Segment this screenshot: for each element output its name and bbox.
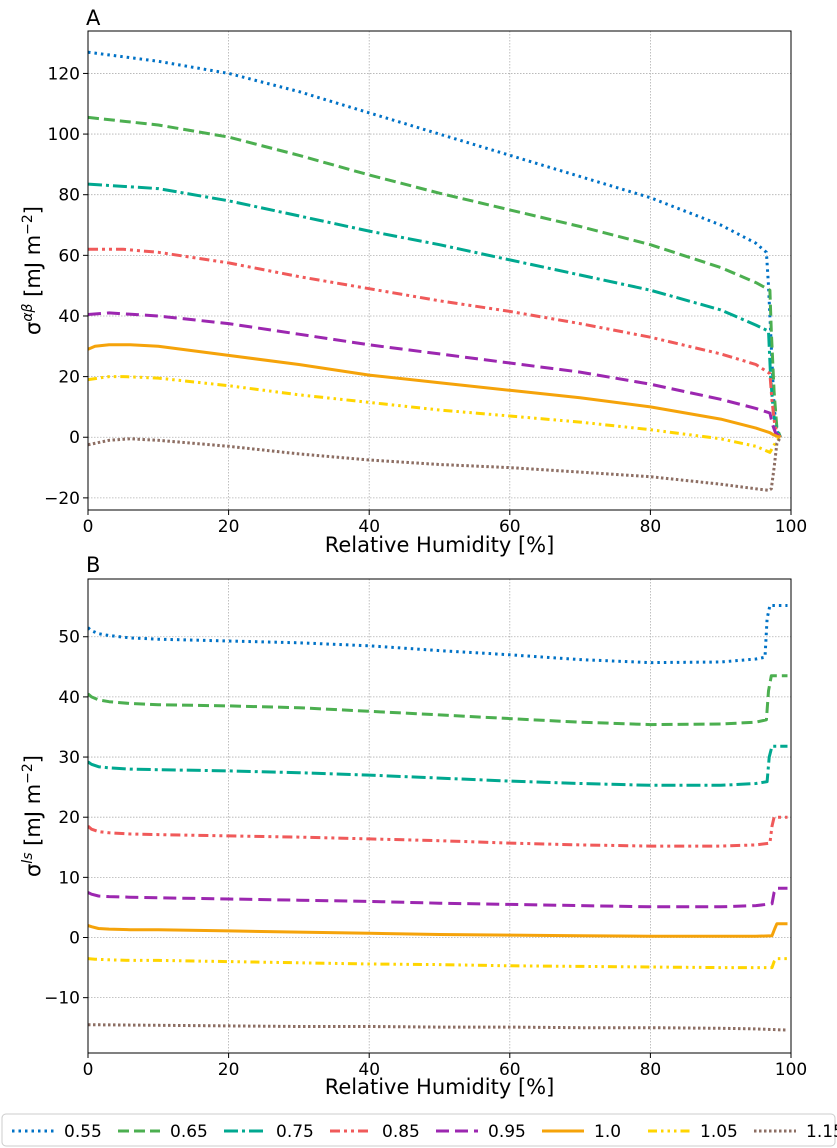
panel-b-grid: [87, 579, 792, 1053]
panel-a-series-1-05: [88, 375, 782, 454]
panel-a-series-0-95: [88, 311, 782, 439]
panel-a-x-tick-label: 20: [218, 517, 240, 537]
panel-a-frame: [87, 30, 792, 511]
panel-b-ticks: 0 20 40 60 80 100 −10 0 10 20 30 40 50: [44, 628, 807, 1080]
panel-b-x-tick-label: 0: [83, 1060, 94, 1080]
legend-entries: 0.55 0.65 0.75 0.85 0.95 1.0 1.05 1.15: [12, 1122, 837, 1142]
legend-frame: [1, 1113, 836, 1147]
panel-b-y-tick-label: 20: [58, 808, 80, 828]
panel-b-series-1-0: [88, 922, 788, 938]
panel-b-x-tick-label: 100: [775, 1060, 807, 1080]
panel-b-series-0-75: [88, 744, 788, 787]
panel-a-series-1-15: [88, 436, 782, 492]
panel-b-x-tick-label: 80: [640, 1060, 662, 1080]
panel-b-series-0-85: [88, 815, 788, 848]
panel-b-y-tick-label: −10: [44, 989, 80, 1009]
panel-a-y-tick-label: 0: [69, 428, 80, 448]
panel-b-x-tick-label: 20: [218, 1060, 240, 1080]
panel-a-x-tick-label: 40: [358, 517, 380, 537]
panel-b-y-axis-label: σls [mJ m−2]: [20, 755, 45, 877]
legend-label-0-95: 0.95: [488, 1122, 526, 1142]
panel-b-y-tick-label: 30: [58, 748, 80, 768]
panel-a-x-tick-label: 60: [499, 517, 521, 537]
panel-a-x-tick-label: 80: [640, 517, 662, 537]
panel-b-series-1-05: [88, 957, 788, 970]
panel-a-x-tick-label: 100: [775, 517, 807, 537]
panel-a-y-tick-label: 60: [58, 246, 80, 266]
panel-a-y-tick-label: −20: [44, 489, 80, 509]
panel-a-x-tick-label: 0: [83, 517, 94, 537]
legend-label-0-75: 0.75: [276, 1122, 314, 1142]
panel-b-series-1-15: [88, 1023, 788, 1032]
panel-b-series-0-65: [88, 674, 788, 727]
panel-a-series-0-85: [88, 247, 782, 439]
panel-a-y-tick-label: 120: [48, 64, 80, 84]
panel-b-series-0-55: [88, 604, 788, 665]
panel-b-y-tick-label: 50: [58, 628, 80, 648]
panel-b-x-axis-label: Relative Humidity [%]: [325, 1075, 555, 1099]
panel-b-y-tick-label: 10: [58, 868, 80, 888]
panel-b-y-tick-label: 0: [69, 929, 80, 949]
panel-a-series: [88, 50, 782, 492]
panel-b-title: B: [86, 553, 100, 577]
panel-a-series-0-75: [88, 182, 782, 438]
legend: 0.55 0.65 0.75 0.85 0.95 1.0 1.05 1.15: [1, 1113, 837, 1147]
panel-a-y-tick-label: 40: [58, 307, 80, 327]
legend-label-0-65: 0.65: [170, 1122, 208, 1142]
legend-label-0-55: 0.55: [64, 1122, 102, 1142]
panel-b-x-tick-label: 60: [499, 1060, 521, 1080]
panel-b: B 0 20 40 60 80 100 −10 0 10 20 30 40 50 Relative Hu…: [20, 553, 807, 1099]
panel-b-series-0-95: [88, 886, 788, 909]
legend-label-1-0: 1.0: [594, 1122, 621, 1142]
panel-a-title: A: [86, 6, 101, 30]
legend-label-1-05: 1.05: [700, 1122, 738, 1142]
legend-label-1-15: 1.15: [806, 1122, 837, 1142]
panel-a-x-axis-label: Relative Humidity [%]: [325, 533, 555, 557]
panel-a-y-tick-label: 20: [58, 368, 80, 388]
panel-a-series-0-55: [88, 50, 782, 438]
panel-a-y-axis-label: σαβ [mJ m−2]: [20, 206, 45, 335]
panel-b-x-tick-label: 40: [358, 1060, 380, 1080]
panel-a-series-0-65: [88, 115, 782, 438]
legend-label-0-85: 0.85: [382, 1122, 420, 1142]
panel-a-y-tick-label: 80: [58, 186, 80, 206]
panel-b-y-tick-label: 40: [58, 688, 80, 708]
panel-b-series: [88, 604, 788, 1032]
panel-b-frame: [87, 578, 792, 1054]
panel-a-y-tick-label: 100: [48, 125, 80, 145]
panel-a-grid: [87, 31, 792, 510]
panel-a-series-1-0: [88, 343, 781, 439]
